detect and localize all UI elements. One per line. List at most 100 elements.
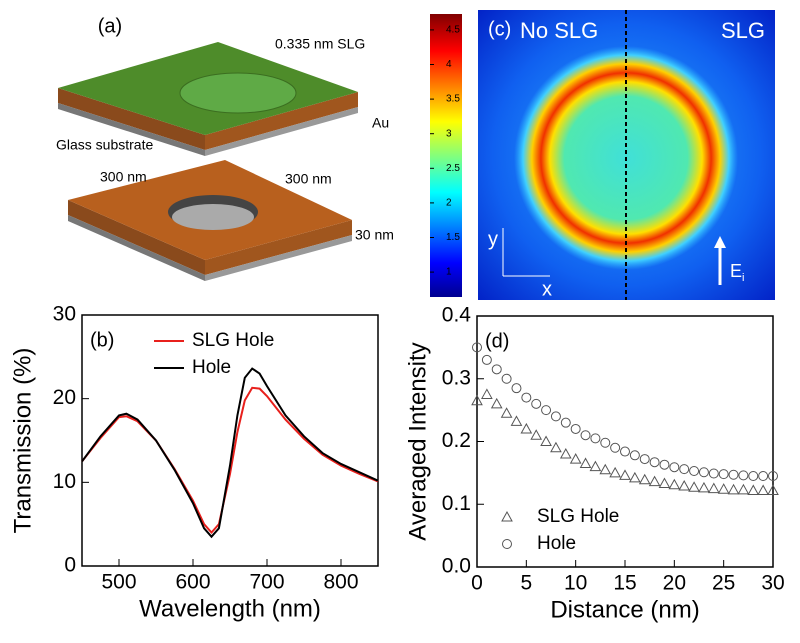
slab-side xyxy=(58,88,205,150)
x-tick-label: 15 xyxy=(613,572,636,595)
point xyxy=(758,471,769,482)
plot-frame xyxy=(476,315,774,568)
line xyxy=(81,386,379,535)
legend-label: Hole xyxy=(537,533,576,554)
point xyxy=(748,471,759,482)
point xyxy=(599,463,612,475)
point xyxy=(689,465,700,476)
colorbar-tick-label: 3 xyxy=(446,128,452,139)
point xyxy=(708,468,719,479)
point xyxy=(678,480,691,491)
label: 30 nm xyxy=(355,227,394,243)
diagram: (a) 0.335 nm SLG Au Glass substrate 300 … xyxy=(56,15,394,281)
region-label: No SLG xyxy=(520,18,598,43)
y-tick-label: 0.0 xyxy=(442,555,471,578)
point xyxy=(550,411,561,422)
hole-floor xyxy=(172,204,254,230)
point xyxy=(530,429,543,440)
point xyxy=(531,398,542,409)
y-tick-label: 0.2 xyxy=(442,429,471,452)
substrate-side xyxy=(68,215,205,281)
field-arrow-head xyxy=(714,236,726,248)
line xyxy=(81,367,379,539)
point xyxy=(501,373,512,384)
colorbar-tick-label: 1 xyxy=(446,267,452,278)
point xyxy=(590,433,601,444)
y-tick-label: 20 xyxy=(53,386,76,409)
point xyxy=(570,423,581,434)
point xyxy=(638,473,651,485)
x-tick-label: 20 xyxy=(663,572,686,595)
point xyxy=(717,483,730,494)
point xyxy=(727,483,740,495)
y-tick-label: 0 xyxy=(64,554,76,577)
point xyxy=(500,407,513,418)
point xyxy=(649,457,660,468)
colorbar-tick-label: 3.5 xyxy=(446,94,460,105)
label: 300 nm xyxy=(285,171,332,187)
point xyxy=(550,441,562,453)
colorbar xyxy=(430,14,462,297)
point xyxy=(589,460,602,472)
point xyxy=(560,417,571,428)
field-map: (c) No SLG SLG y x Ei xyxy=(430,10,775,300)
y-tick-label: 0.3 xyxy=(442,366,471,389)
label: Glass substrate xyxy=(56,137,153,153)
colorbar-tick-label: 4 xyxy=(446,59,452,70)
point xyxy=(580,430,591,441)
point xyxy=(481,388,493,399)
y-tick-label: 0.1 xyxy=(442,492,471,515)
point xyxy=(619,469,631,480)
point xyxy=(698,481,710,493)
point xyxy=(481,354,492,365)
point xyxy=(579,457,592,468)
point xyxy=(521,392,532,403)
panel-label: (c) xyxy=(488,18,511,40)
x-tick-label: 30 xyxy=(761,572,784,595)
legend-label: Hole xyxy=(192,357,231,378)
point xyxy=(569,453,582,464)
slab-side xyxy=(205,92,358,150)
point xyxy=(490,397,503,409)
hole xyxy=(179,72,297,114)
x-tick-label: 10 xyxy=(564,572,587,595)
label: 300 nm xyxy=(100,169,147,185)
label: Au xyxy=(372,115,389,131)
point xyxy=(510,415,523,426)
substrate-side xyxy=(205,107,358,156)
legend-swatch xyxy=(502,539,512,549)
point xyxy=(639,454,650,465)
y-axis-title: Averaged Intensity xyxy=(404,342,431,540)
point xyxy=(471,394,483,406)
axis-label: x xyxy=(542,278,552,300)
x-axis-title: Distance (nm) xyxy=(550,596,699,623)
point xyxy=(737,483,750,495)
colorbar-tick-label: 1.5 xyxy=(446,232,460,243)
point xyxy=(669,462,680,473)
point xyxy=(747,484,760,495)
slab-side xyxy=(205,220,352,275)
point xyxy=(472,342,482,353)
point xyxy=(658,477,671,489)
point xyxy=(491,364,502,375)
y-tick-label: 0.4 xyxy=(442,304,472,327)
point xyxy=(718,469,729,480)
point xyxy=(698,467,709,478)
region-label: SLG xyxy=(721,18,765,43)
point xyxy=(738,470,749,481)
point xyxy=(659,459,670,470)
panel-label: (d) xyxy=(485,330,509,352)
point xyxy=(520,422,533,434)
x-tick-label: 0 xyxy=(471,572,483,595)
point xyxy=(610,442,621,453)
point xyxy=(511,383,522,394)
y-tick-label: 30 xyxy=(53,303,76,326)
x-tick-label: 500 xyxy=(101,571,136,594)
field-subscript: i xyxy=(742,272,744,284)
colorbar-tick-label: 2 xyxy=(446,198,452,209)
slab-side xyxy=(68,200,205,275)
colorbar-tick-label: 4.5 xyxy=(446,25,460,36)
field-label: Ei xyxy=(730,261,744,284)
point xyxy=(600,437,611,448)
panel-label: (a) xyxy=(98,15,122,37)
